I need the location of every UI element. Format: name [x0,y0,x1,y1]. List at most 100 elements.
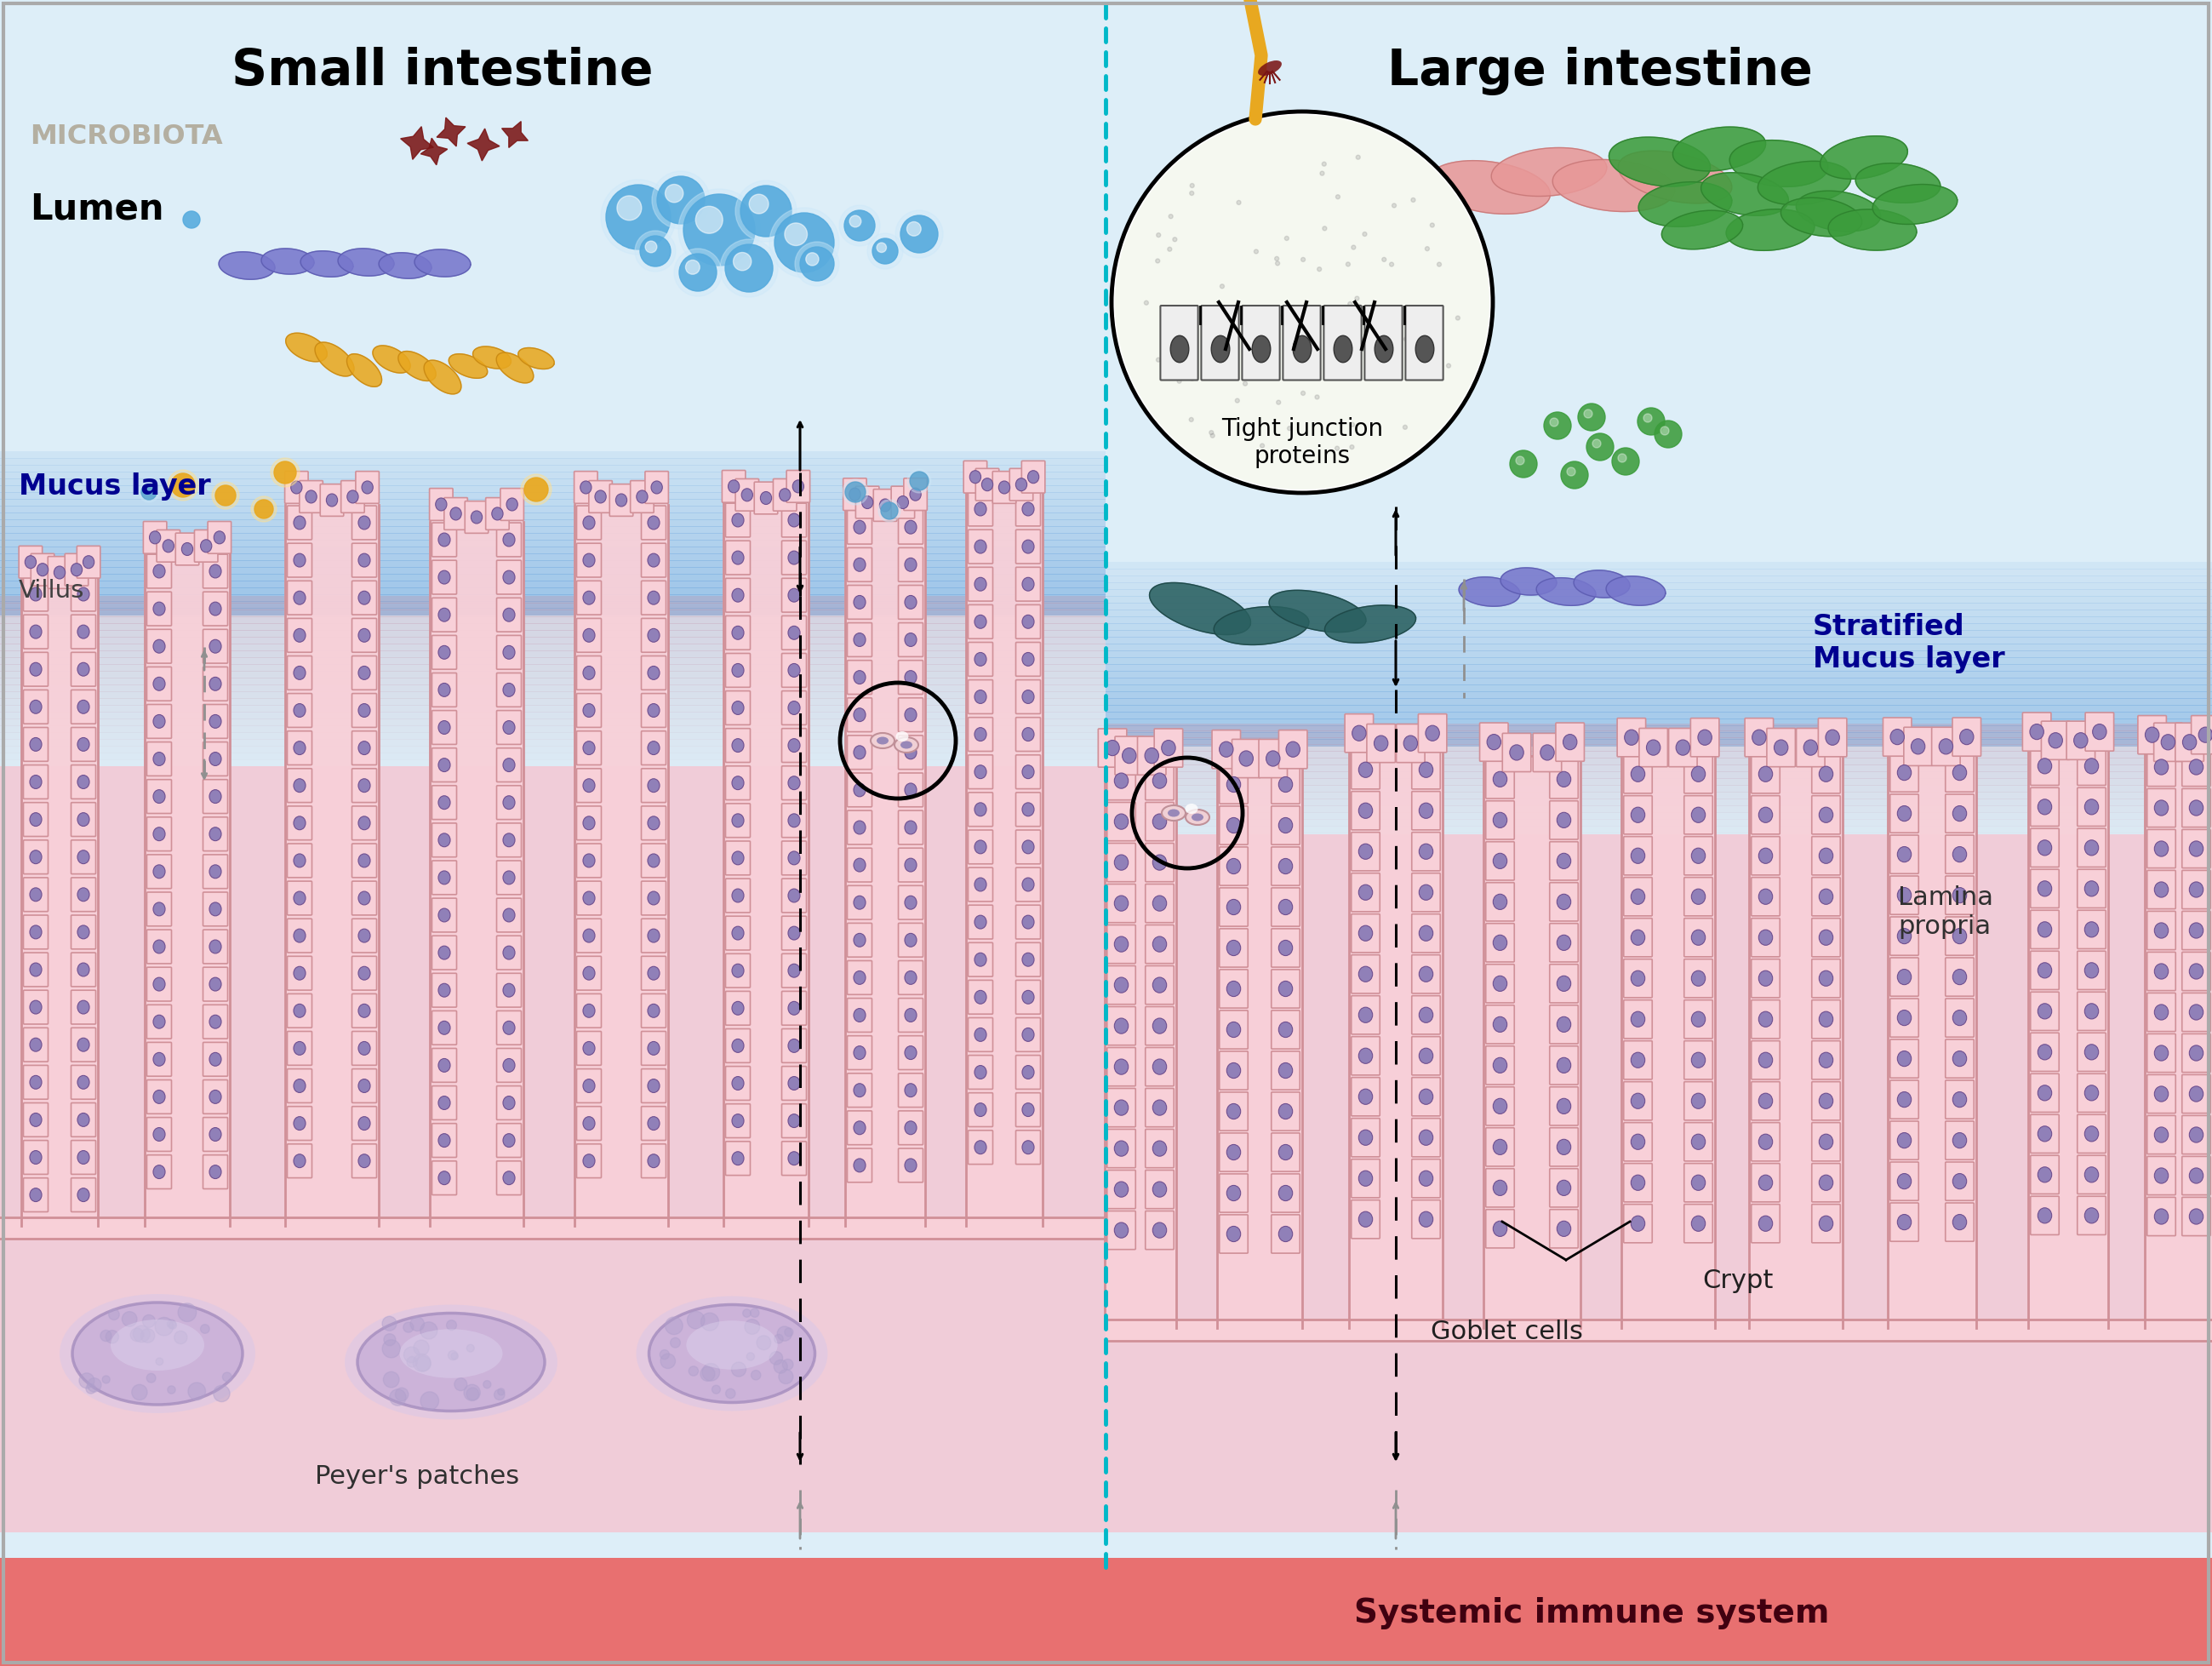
Ellipse shape [1953,1051,1966,1066]
Ellipse shape [2154,760,2168,775]
FancyBboxPatch shape [146,741,173,776]
Ellipse shape [2154,800,2168,816]
Ellipse shape [1168,810,1179,816]
FancyBboxPatch shape [341,481,365,513]
FancyBboxPatch shape [288,543,312,576]
FancyBboxPatch shape [0,596,1106,603]
FancyBboxPatch shape [1106,596,2212,603]
Circle shape [1380,365,1385,370]
FancyBboxPatch shape [1411,1036,1440,1075]
FancyBboxPatch shape [2181,1035,2210,1073]
FancyBboxPatch shape [1015,1093,1040,1126]
FancyBboxPatch shape [0,1558,2212,1666]
FancyBboxPatch shape [0,595,1106,601]
FancyBboxPatch shape [1624,796,1652,835]
Ellipse shape [1692,1011,1705,1026]
FancyBboxPatch shape [288,843,312,878]
FancyBboxPatch shape [1812,960,1840,998]
FancyBboxPatch shape [969,680,993,713]
FancyBboxPatch shape [847,548,872,581]
Circle shape [1210,430,1214,435]
FancyBboxPatch shape [577,731,602,765]
Ellipse shape [584,628,595,641]
Ellipse shape [1898,888,1911,903]
FancyBboxPatch shape [1219,1051,1248,1090]
Circle shape [752,1369,761,1379]
FancyBboxPatch shape [1015,943,1040,976]
FancyBboxPatch shape [781,1141,807,1175]
FancyBboxPatch shape [1944,1161,1973,1201]
Ellipse shape [2084,1126,2099,1141]
Ellipse shape [1677,740,1690,755]
FancyBboxPatch shape [31,553,55,586]
Ellipse shape [210,676,221,691]
Ellipse shape [502,533,515,546]
Ellipse shape [648,741,659,755]
Circle shape [414,1354,431,1371]
FancyBboxPatch shape [611,485,633,516]
FancyBboxPatch shape [874,490,896,521]
Ellipse shape [854,595,865,610]
Circle shape [215,485,237,506]
FancyBboxPatch shape [2148,870,2177,910]
Ellipse shape [1692,971,1705,986]
Circle shape [1593,440,1601,448]
Circle shape [1356,305,1360,308]
Ellipse shape [1358,1048,1374,1063]
Ellipse shape [438,683,451,696]
Polygon shape [1491,148,1606,197]
Circle shape [757,1336,772,1349]
FancyBboxPatch shape [1533,733,1562,771]
Ellipse shape [1239,751,1254,766]
Ellipse shape [1358,761,1374,778]
FancyBboxPatch shape [2077,788,2106,826]
Text: Tight junction
proteins: Tight junction proteins [1221,416,1382,468]
Circle shape [405,1346,420,1363]
FancyBboxPatch shape [1272,970,1301,1008]
Ellipse shape [294,666,305,680]
Circle shape [1190,183,1194,188]
Ellipse shape [1630,1011,1646,1026]
FancyBboxPatch shape [24,728,49,761]
FancyBboxPatch shape [1097,728,1126,766]
Ellipse shape [648,966,659,980]
Ellipse shape [1146,748,1159,763]
FancyBboxPatch shape [1486,923,1515,961]
FancyBboxPatch shape [195,530,217,561]
Circle shape [1301,392,1305,395]
FancyBboxPatch shape [71,915,95,950]
FancyBboxPatch shape [1137,736,1166,775]
Ellipse shape [2190,1210,2203,1225]
Circle shape [602,180,677,255]
Ellipse shape [998,481,1011,493]
Ellipse shape [854,821,865,835]
Ellipse shape [854,1121,865,1135]
FancyBboxPatch shape [1106,630,2212,638]
Ellipse shape [1022,540,1033,553]
Text: Mucus layer: Mucus layer [18,473,210,500]
FancyBboxPatch shape [1486,1210,1515,1248]
FancyBboxPatch shape [0,511,1106,520]
FancyBboxPatch shape [0,623,1106,631]
Polygon shape [144,528,230,1226]
FancyBboxPatch shape [204,741,228,776]
Ellipse shape [975,503,987,516]
Ellipse shape [1493,813,1506,828]
Ellipse shape [2190,1045,2203,1061]
Ellipse shape [905,595,916,610]
FancyBboxPatch shape [641,843,666,878]
Ellipse shape [181,543,192,555]
FancyBboxPatch shape [2148,1156,2177,1195]
Ellipse shape [1279,1186,1292,1201]
Ellipse shape [905,520,916,533]
Ellipse shape [732,1151,743,1165]
FancyBboxPatch shape [0,485,1106,493]
Ellipse shape [77,663,88,676]
FancyBboxPatch shape [577,881,602,915]
FancyBboxPatch shape [2031,746,2059,785]
Ellipse shape [153,828,166,841]
Ellipse shape [1940,738,1953,755]
FancyBboxPatch shape [24,840,49,875]
FancyBboxPatch shape [1106,705,2212,713]
Ellipse shape [502,946,515,960]
